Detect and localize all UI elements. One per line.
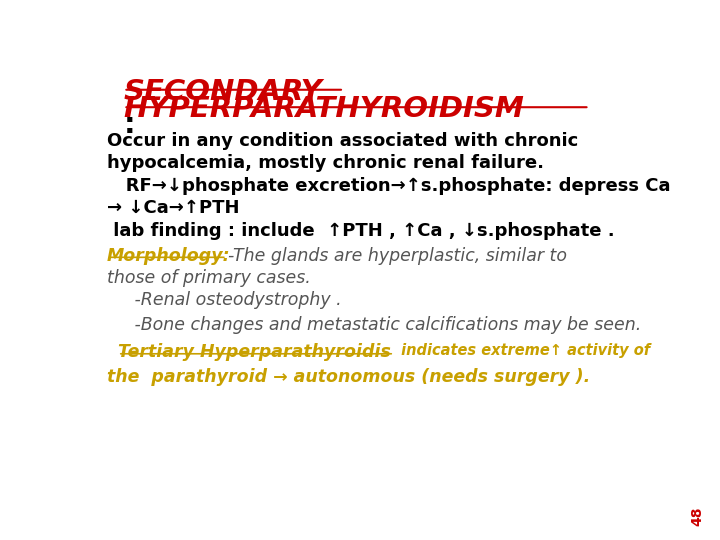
Text: :: : bbox=[124, 111, 135, 139]
Text: Morphology:: Morphology: bbox=[107, 247, 230, 265]
Text: → ↓Ca→↑PTH: → ↓Ca→↑PTH bbox=[107, 199, 239, 217]
Text: Occur in any condition associated with chronic: Occur in any condition associated with c… bbox=[107, 132, 578, 150]
Text: hypocalcemia, mostly chronic renal failure.: hypocalcemia, mostly chronic renal failu… bbox=[107, 154, 544, 172]
Text: -Renal osteodystrophy .: -Renal osteodystrophy . bbox=[118, 292, 341, 309]
Text: RF→↓phosphate excretion→↑s.phosphate: depress Ca: RF→↓phosphate excretion→↑s.phosphate: de… bbox=[107, 177, 670, 195]
Text: SECONDARY: SECONDARY bbox=[124, 78, 323, 106]
Text: 48: 48 bbox=[690, 507, 704, 526]
Text: lab finding : include  ↑PTH , ↑Ca , ↓s.phosphate .: lab finding : include ↑PTH , ↑Ca , ↓s.ph… bbox=[107, 222, 614, 240]
Text: HYPERPARATHYROIDISM: HYPERPARATHYROIDISM bbox=[124, 94, 524, 123]
Text: Tertiary Hyperparathyroidis: Tertiary Hyperparathyroidis bbox=[118, 343, 391, 361]
Text: indicates extreme↑ activity of: indicates extreme↑ activity of bbox=[396, 343, 650, 359]
Text: -Bone changes and metastatic calcifications may be seen.: -Bone changes and metastatic calcificati… bbox=[118, 316, 641, 334]
Text: those of primary cases.: those of primary cases. bbox=[107, 268, 310, 287]
Text: the  parathyroid → autonomous (needs surgery ).: the parathyroid → autonomous (needs surg… bbox=[107, 368, 590, 386]
Text: -The glands are hyperplastic, similar to: -The glands are hyperplastic, similar to bbox=[228, 247, 567, 265]
